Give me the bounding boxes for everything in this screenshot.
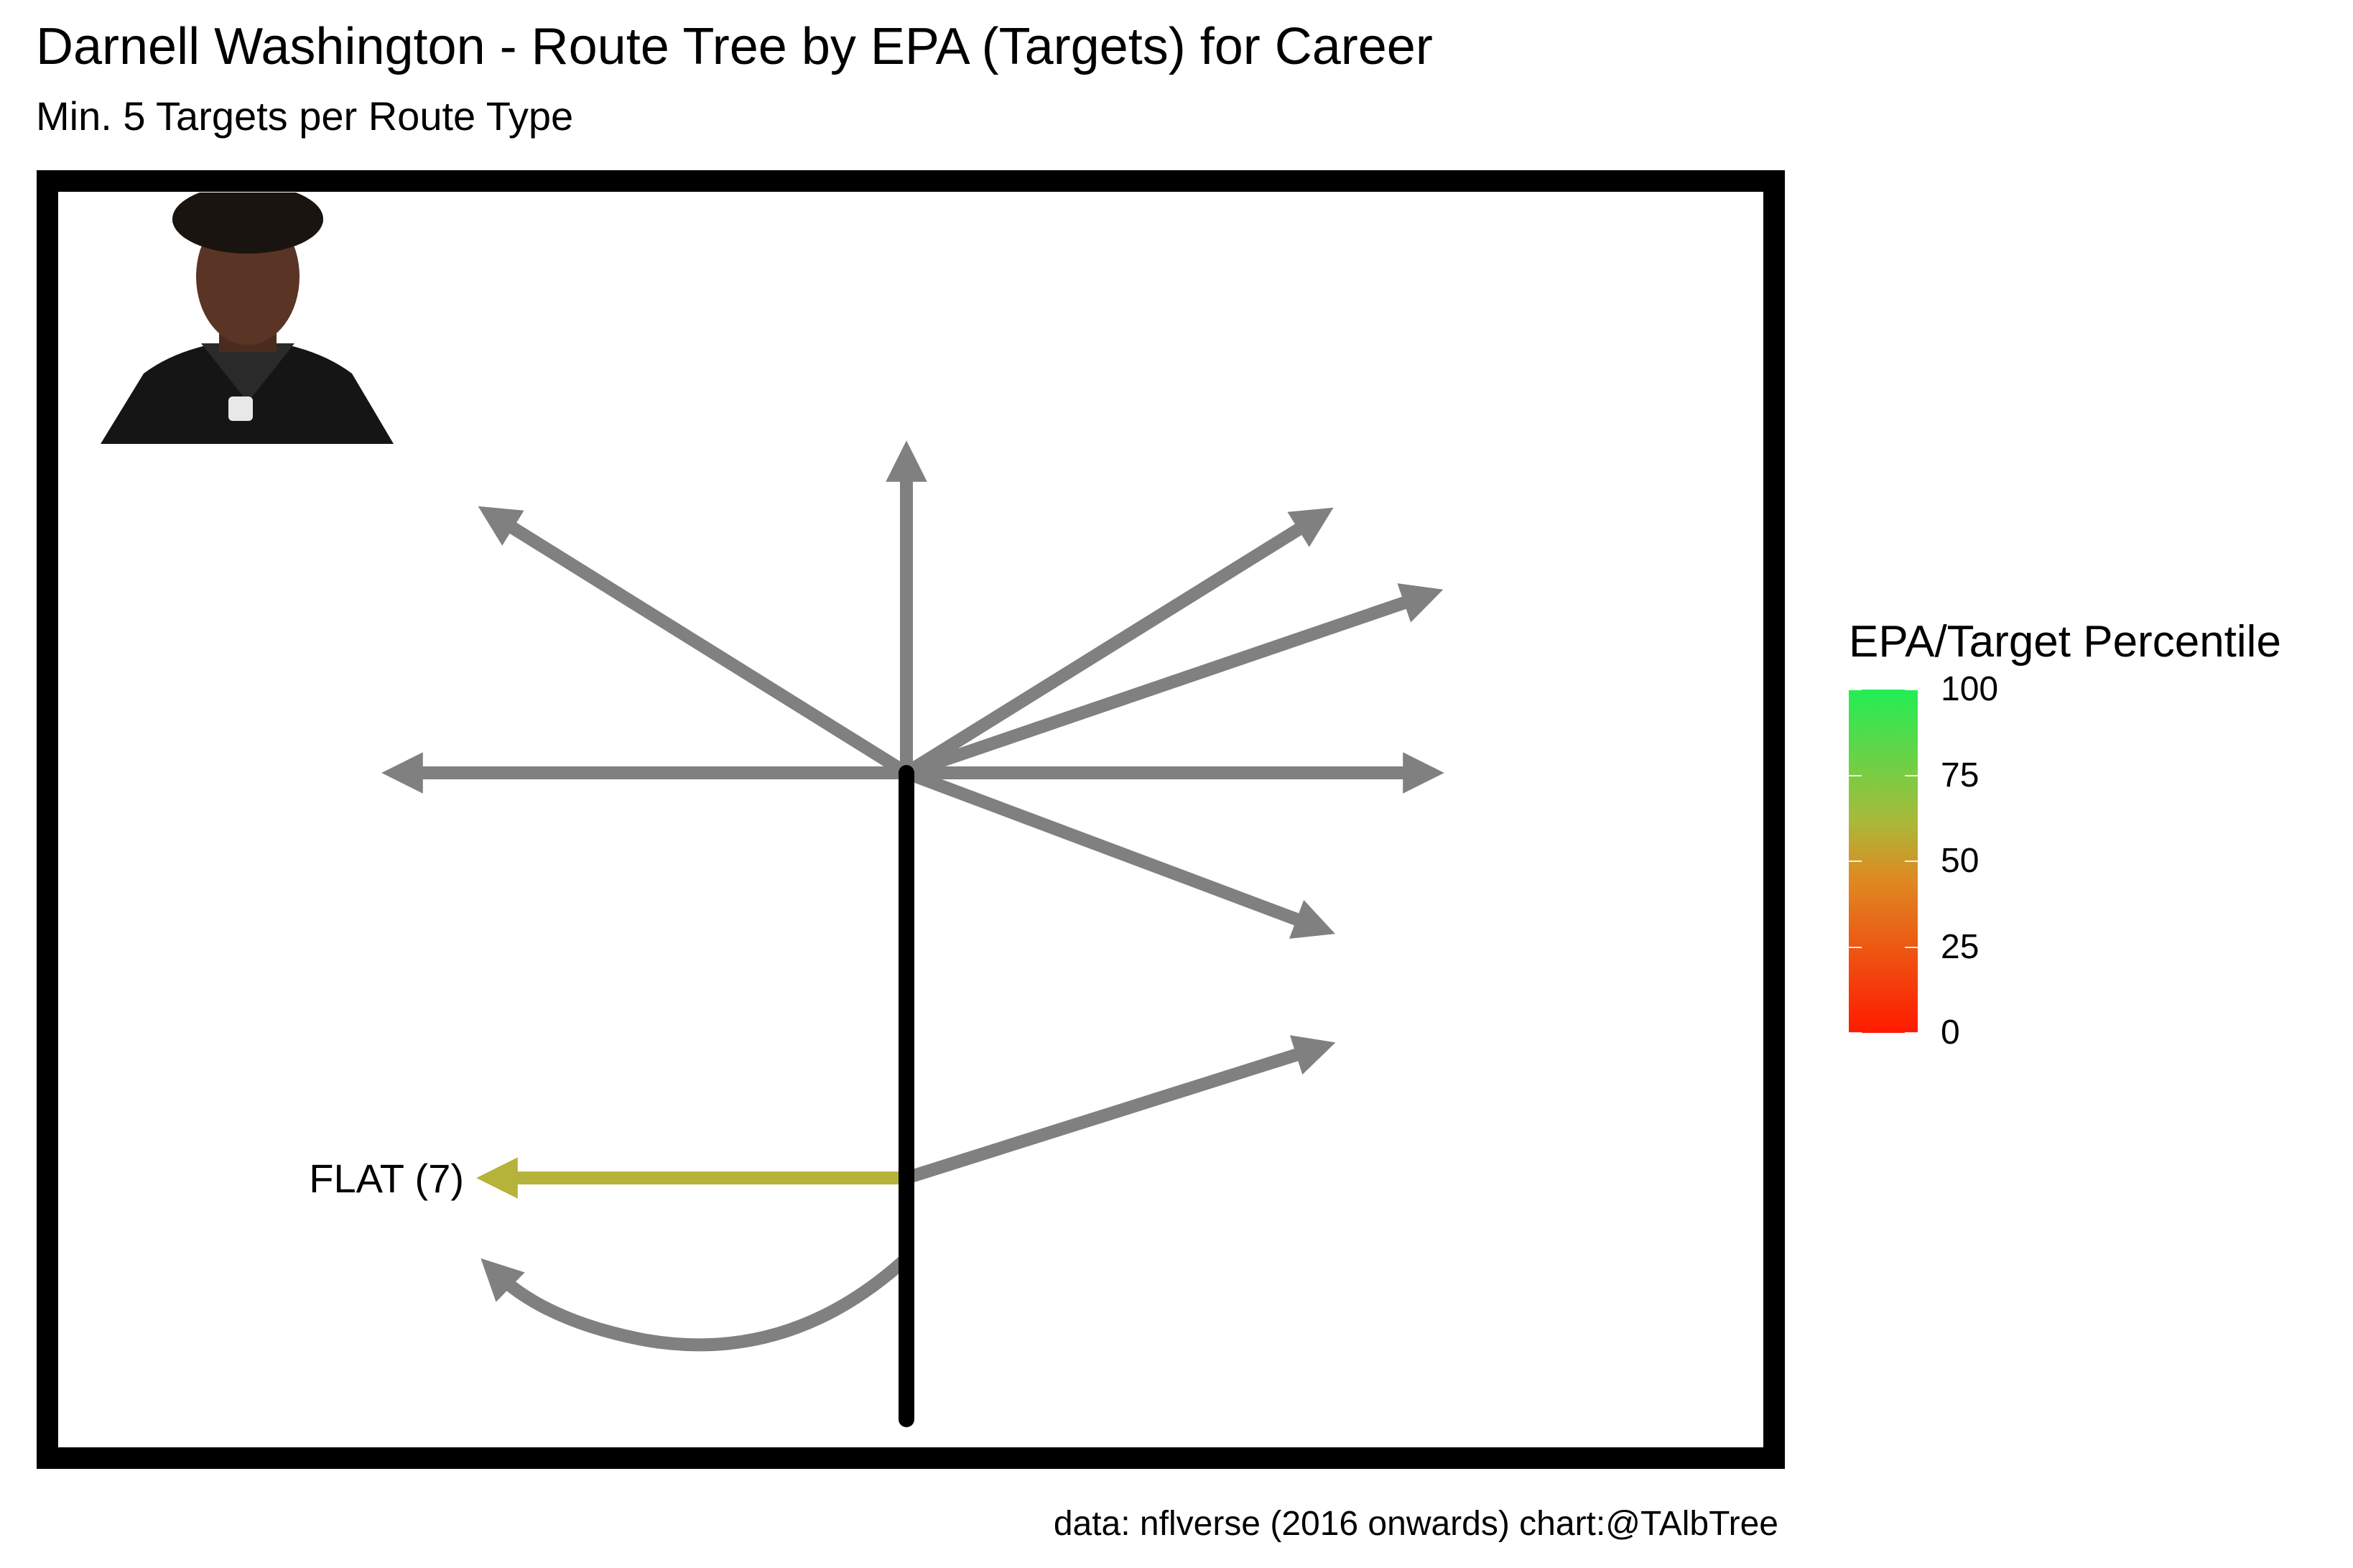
player-headshot — [101, 192, 394, 444]
legend-tick-mark — [1849, 946, 1862, 948]
legend-tick-mark — [1849, 689, 1862, 690]
legend-tick-mark — [1905, 689, 1918, 690]
route-corner-right — [900, 507, 1334, 779]
legend-tick-mark — [1905, 774, 1918, 776]
legend-tick-label: 25 — [1941, 927, 1980, 966]
route-deep-out — [900, 583, 1444, 779]
chart-caption: data: nflverse (2016 onwards) chart:@TAl… — [1053, 1505, 1778, 1543]
legend-tick-mark — [1905, 1032, 1918, 1034]
legend-tick-mark — [1849, 1032, 1862, 1034]
route-flat-label: FLAT (7) — [309, 1156, 464, 1201]
route-swing — [481, 1252, 913, 1352]
legend-tick-mark — [1905, 860, 1918, 862]
legend-title: EPA/Target Percentile — [1849, 617, 2281, 667]
route-comeback-right — [900, 766, 1335, 939]
legend-tick-label: 100 — [1941, 670, 1999, 708]
legend-tick-mark — [1849, 860, 1862, 862]
route-post-left — [478, 506, 913, 779]
routes — [381, 440, 1444, 1427]
chart-subtitle: Min. 5 Targets per Route Type — [36, 93, 574, 139]
legend-tick-label: 50 — [1941, 842, 1980, 880]
legend-tick-label: 0 — [1941, 1013, 1960, 1052]
legend-tick-mark — [1849, 774, 1862, 776]
legend-tick-label: 75 — [1941, 756, 1980, 794]
legend-tick-mark — [1905, 946, 1918, 948]
chart-title: Darnell Washington - Route Tree by EPA (… — [36, 18, 1433, 75]
route-short-right — [900, 1035, 1336, 1184]
